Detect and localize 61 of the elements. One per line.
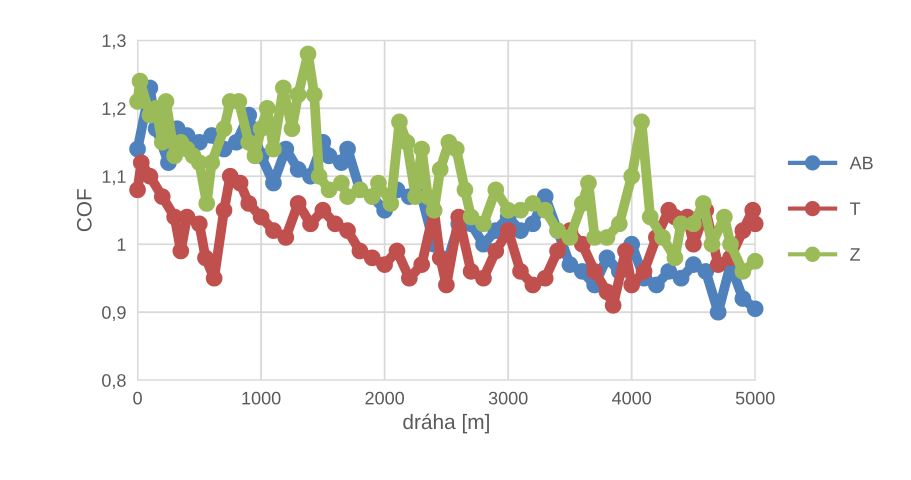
point (290, 161, 306, 178)
point (352, 242, 368, 260)
legend-label: T (850, 202, 860, 215)
x-tick-label: 2000 (365, 392, 404, 405)
point (339, 222, 356, 239)
point (734, 290, 752, 307)
point (648, 276, 665, 294)
point (376, 256, 393, 273)
point (314, 202, 332, 219)
point (462, 263, 480, 280)
point (487, 242, 504, 260)
y-tick-label: 1,1 (102, 170, 126, 186)
point (240, 195, 258, 212)
x-tick-label: 4000 (612, 392, 652, 405)
point (524, 216, 542, 232)
point (432, 249, 449, 266)
point (190, 216, 208, 232)
point (326, 216, 344, 232)
point (734, 222, 752, 239)
y-axis-title: COF (76, 189, 92, 232)
x-tick-label: 1000 (242, 392, 280, 405)
y-tick-label: 1 (118, 238, 126, 251)
point (586, 263, 603, 280)
point (129, 140, 146, 158)
y-tick-label: 0,8 (102, 374, 126, 390)
legend-label: AB (850, 156, 873, 170)
y-tick-label: 1,2 (102, 102, 126, 118)
x-axis-title: dráha [m] (403, 414, 489, 434)
point (549, 242, 566, 260)
point (475, 270, 492, 287)
point (142, 168, 158, 185)
point (685, 256, 702, 273)
y-tick-label: 1,3 (102, 34, 126, 50)
point (302, 216, 319, 232)
point (697, 263, 714, 280)
point (333, 154, 350, 171)
point (746, 300, 764, 318)
x-tick-label: 0 (133, 392, 142, 405)
x-tick-label: 5000 (736, 392, 775, 405)
point (413, 256, 430, 273)
point (252, 208, 270, 226)
point (710, 256, 726, 273)
x-tick-label: 3000 (488, 392, 528, 405)
point (154, 188, 171, 205)
point (512, 263, 529, 280)
legend-label: Z (850, 248, 860, 261)
point (364, 249, 381, 266)
point (536, 270, 554, 287)
point (216, 202, 232, 219)
point (197, 249, 214, 266)
y-tick-label: 0,9 (102, 306, 126, 322)
point (562, 256, 578, 273)
point (232, 174, 248, 192)
point (129, 182, 146, 198)
point (636, 263, 652, 280)
point (672, 270, 690, 287)
point (277, 229, 294, 246)
point (475, 236, 492, 253)
point (265, 222, 282, 239)
point (132, 154, 150, 171)
point (524, 276, 542, 294)
